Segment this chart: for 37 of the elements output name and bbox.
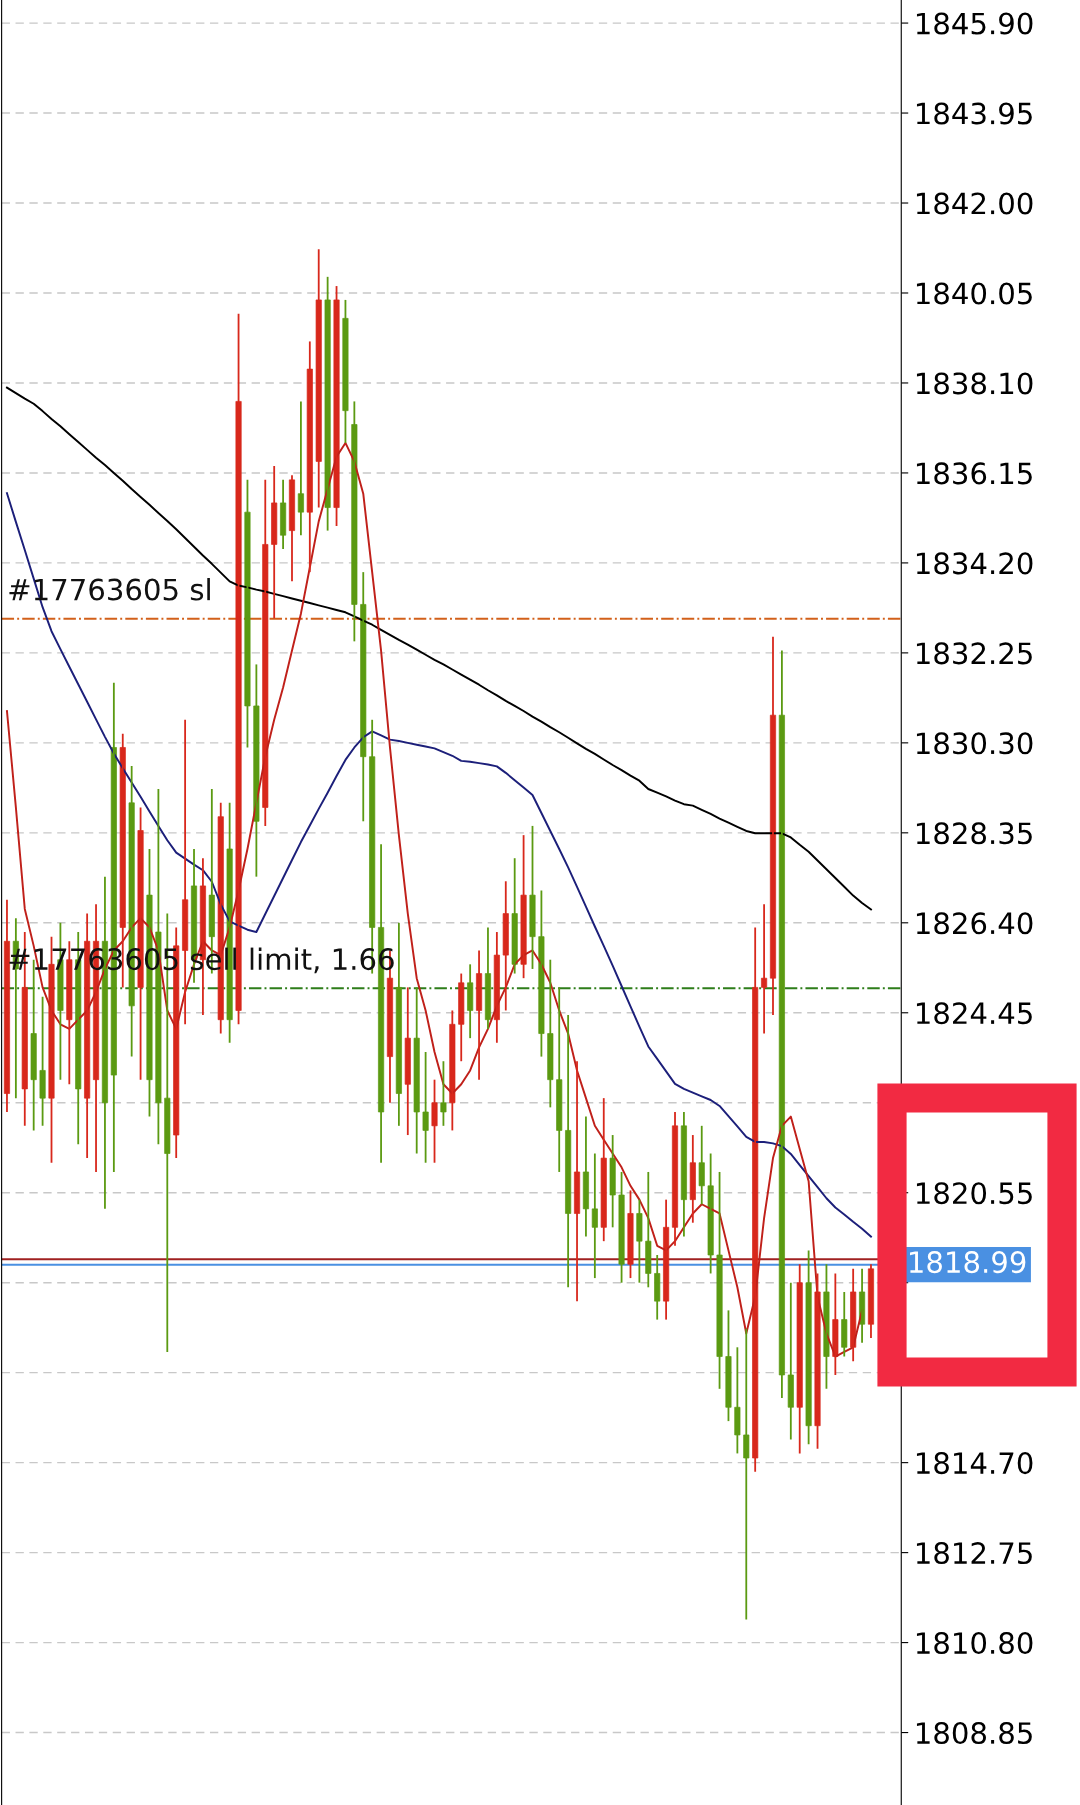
candlestick	[520, 834, 527, 980]
y-tick-label: 1836.15	[916, 462, 1032, 485]
candlestick	[814, 1272, 821, 1450]
candlestick	[716, 1171, 723, 1390]
candlestick	[39, 995, 46, 1127]
y-tick-label: 1843.95	[916, 102, 1032, 125]
candlestick	[529, 825, 536, 970]
y-tick-label: 1838.10	[916, 372, 1033, 395]
y-tick-label: 1812.75	[916, 1542, 1032, 1565]
candlestick	[618, 1171, 625, 1284]
y-tick-label: 1814.70	[916, 1452, 1033, 1475]
y-tick-label: 1810.80	[916, 1632, 1033, 1655]
y-tick-label: 1834.20	[916, 552, 1033, 575]
candlestick	[440, 1060, 447, 1127]
y-tick-label: 1820.55	[916, 1182, 1032, 1205]
y-tick-label: 1828.35	[916, 822, 1032, 845]
line-series	[5, 386, 872, 911]
line-series	[5, 441, 864, 1358]
line-series	[5, 492, 872, 1238]
y-tick-label: 1842.00	[916, 192, 1033, 215]
candlestick	[333, 285, 340, 527]
y-tick-label: 1840.05	[916, 282, 1032, 305]
candlestick	[725, 1309, 732, 1423]
y-tick-label: 1826.40	[916, 912, 1033, 935]
candlestick	[244, 478, 251, 749]
candlestick	[823, 1263, 830, 1390]
y-tick-label: 1824.45	[916, 1002, 1032, 1025]
ref-line-label: 1818.99	[910, 1251, 1026, 1274]
y-tick-label: 1830.30	[916, 732, 1033, 755]
candlestick	[627, 1189, 634, 1279]
y-tick-label: 1845.90	[916, 12, 1033, 35]
y-tick-label: 1808.85	[916, 1721, 1032, 1745]
candlestick	[235, 312, 242, 1026]
y-tick-label: 1832.25	[916, 642, 1032, 665]
candlestick	[342, 299, 349, 444]
candlestick	[538, 889, 545, 1058]
candlestick	[431, 1078, 438, 1164]
